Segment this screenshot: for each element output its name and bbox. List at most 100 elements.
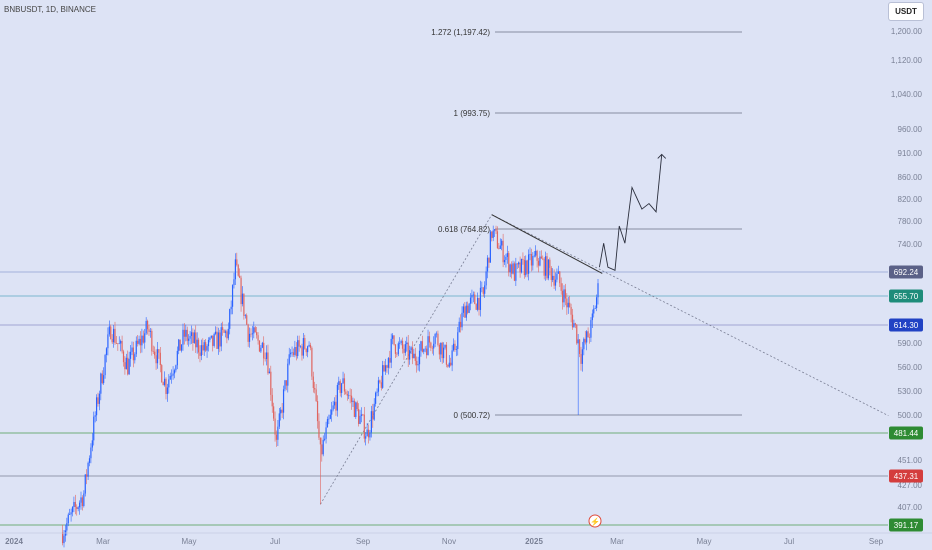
candle-body xyxy=(108,326,110,335)
candle-body xyxy=(71,507,74,513)
candle-body xyxy=(131,347,133,352)
candle-body xyxy=(554,279,557,286)
time-tick-label: Jul xyxy=(270,537,280,546)
candle-body xyxy=(559,271,561,284)
candle-body xyxy=(115,343,118,344)
candle-body xyxy=(231,285,234,307)
candle-body xyxy=(478,297,480,310)
price-tick-label: 560.00 xyxy=(898,363,923,372)
time-tick-label: Nov xyxy=(442,537,456,546)
candle-body xyxy=(512,263,514,274)
candle-body xyxy=(210,335,212,338)
candle-body xyxy=(205,342,207,351)
candle-body xyxy=(544,256,547,276)
candle-body xyxy=(494,229,496,231)
candle-body xyxy=(440,342,442,355)
candle-body xyxy=(175,365,177,371)
candle-body xyxy=(239,275,241,278)
price-badge xyxy=(889,518,923,532)
candle-body xyxy=(78,502,81,508)
candle-body xyxy=(495,229,497,232)
candle-body xyxy=(156,349,159,364)
candle-body xyxy=(180,344,183,351)
candle-body xyxy=(431,347,433,349)
price-badge xyxy=(889,265,923,279)
candle-body xyxy=(587,331,589,338)
candle-body xyxy=(152,351,154,352)
time-tick-label: 2025 xyxy=(525,537,543,546)
candle-body xyxy=(417,364,419,366)
candle-body xyxy=(569,302,571,307)
candle-body xyxy=(573,323,575,328)
candle-body xyxy=(63,535,65,544)
candle-body xyxy=(222,327,224,330)
candle-body xyxy=(430,342,432,348)
price-badge-label: 614.30 xyxy=(894,321,919,330)
candle-body xyxy=(518,262,520,265)
candle-body xyxy=(367,429,370,438)
candle-body xyxy=(379,380,381,383)
candle-body xyxy=(297,340,299,357)
candle-body xyxy=(105,348,108,356)
candle-body xyxy=(578,339,581,354)
price-axis[interactable]: 1,200.00 1,120.00 1,040.00 960.00 910.00 860.… xyxy=(891,27,923,512)
candle-body xyxy=(522,258,524,260)
candle-body xyxy=(223,329,225,333)
candle-body xyxy=(139,338,142,346)
candle-body xyxy=(258,340,261,352)
candle-body xyxy=(529,253,531,255)
candle-body xyxy=(220,327,222,347)
candle-body xyxy=(577,339,579,344)
candle-body xyxy=(233,279,235,286)
candle-body xyxy=(452,343,455,351)
price-tick-label: 427.00 xyxy=(898,481,923,490)
currency-button[interactable]: USDT xyxy=(888,2,924,21)
candle-body xyxy=(67,514,69,524)
candle-body xyxy=(553,275,555,286)
candle-body xyxy=(348,395,350,397)
candle-body xyxy=(482,287,484,294)
candle-body xyxy=(163,378,166,386)
candle-body xyxy=(525,260,527,276)
candle-body xyxy=(328,418,330,420)
candle-body xyxy=(401,340,404,349)
candle-body xyxy=(122,351,125,363)
candle-body xyxy=(250,333,252,335)
candle-body xyxy=(326,419,329,428)
candle-body xyxy=(489,231,491,263)
candle-body xyxy=(580,353,582,364)
candle-body xyxy=(254,327,256,333)
time-axis[interactable]: 2024 Mar May Jul Sep Nov 2025 Mar May Jul Sep xyxy=(0,532,932,546)
candle-body xyxy=(288,354,290,364)
candle-body xyxy=(409,350,411,360)
candle-body xyxy=(86,474,88,477)
candle-body xyxy=(376,391,378,393)
candle-body xyxy=(515,263,517,281)
candle-body xyxy=(496,231,499,249)
candle-body xyxy=(543,258,545,276)
candle-body xyxy=(155,355,157,364)
price-tick-label: 451.00 xyxy=(898,456,923,465)
candle-body xyxy=(244,315,246,316)
candle-body xyxy=(271,394,273,407)
trendline xyxy=(491,214,889,417)
price-badge-label: 655.70 xyxy=(894,292,919,301)
candle-body xyxy=(230,306,232,310)
candle-body xyxy=(454,343,456,350)
candle-body xyxy=(318,421,320,438)
candle-body xyxy=(358,409,360,424)
price-badge xyxy=(889,318,923,332)
candle-body xyxy=(224,331,227,333)
price-tick-label: 1,120.00 xyxy=(891,56,923,65)
candle-body xyxy=(593,308,595,314)
candle-body xyxy=(118,343,120,345)
candle-body xyxy=(104,355,106,376)
fib-level-label: 0.618 (764.82) xyxy=(438,225,490,234)
candle-body xyxy=(257,335,259,341)
price-badge xyxy=(889,289,923,303)
candle-body xyxy=(426,348,428,356)
fib-level-label: 0 (500.72) xyxy=(454,411,491,420)
candle-body xyxy=(339,381,341,393)
